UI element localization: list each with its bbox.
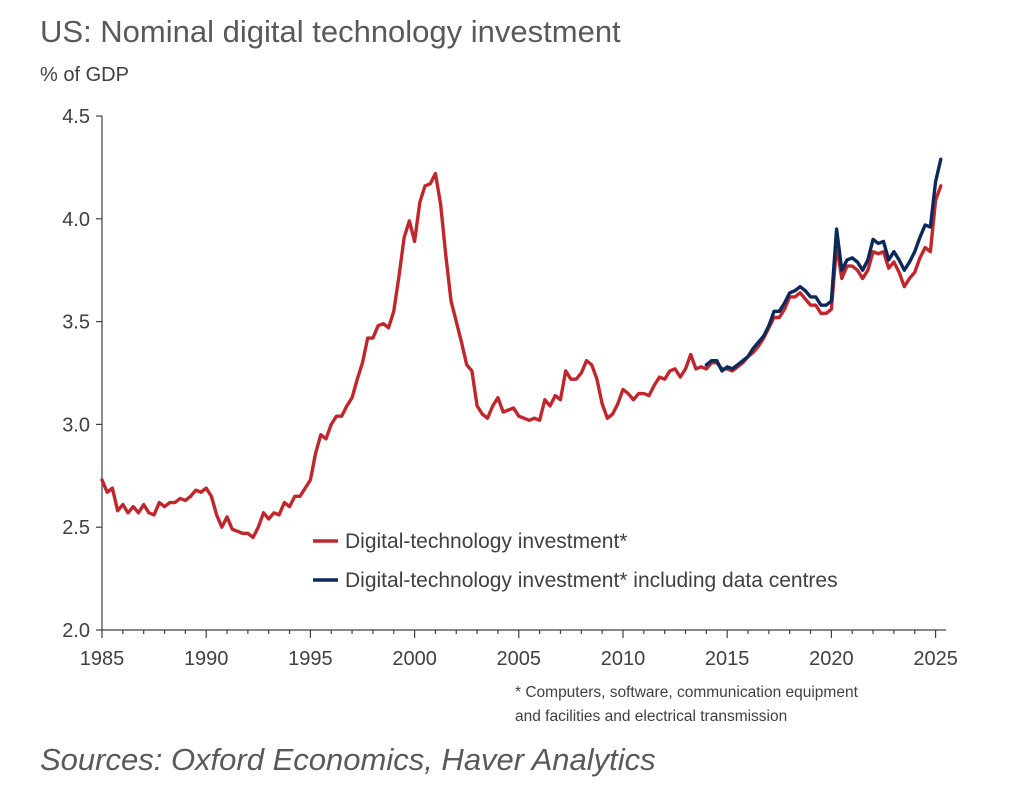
y-tick-label: 2.5 xyxy=(62,517,90,539)
x-tick-label: 2015 xyxy=(705,648,750,670)
footnote-line-2: and facilities and electrical transmissi… xyxy=(515,708,788,725)
footnote-line-1: * Computers, software, communication equ… xyxy=(515,684,858,701)
legend: Digital-technology investment* Digital-te… xyxy=(313,530,838,592)
x-tick-label: 1990 xyxy=(184,648,229,670)
series-line-digital-tech xyxy=(100,171,943,540)
x-tick-label: 1995 xyxy=(288,648,333,670)
x-tick-label: 1985 xyxy=(80,648,125,670)
x-tick-label: 2025 xyxy=(913,648,958,670)
x-tick-label: 2000 xyxy=(392,648,437,670)
x-tick-label: 2020 xyxy=(809,648,854,670)
legend-label: Digital-technology investment* including… xyxy=(345,569,838,592)
x-tick-label: 2010 xyxy=(601,648,646,670)
series-line-including-data-centres xyxy=(704,157,943,373)
sources-note: Sources: Oxford Economics, Haver Analyti… xyxy=(40,742,656,777)
legend-label: Digital-technology investment* xyxy=(345,530,627,553)
y-tick-label: 4.0 xyxy=(62,209,90,231)
y-tick-label: 3.5 xyxy=(62,312,90,334)
chart-title: US: Nominal digital technology investmen… xyxy=(40,14,621,49)
x-tick-label: 2005 xyxy=(497,648,542,670)
y-axis-unit: % of GDP xyxy=(40,64,129,86)
series-layer xyxy=(100,157,943,540)
y-tick-label: 4.5 xyxy=(62,106,90,128)
y-tick-label: 2.0 xyxy=(62,620,90,642)
axes: 2.0 2.5 3.0 3.5 4.0 4.5 1985 1990 1995 2000 2005 20… xyxy=(62,106,958,670)
y-tick-label: 3.0 xyxy=(62,414,90,436)
